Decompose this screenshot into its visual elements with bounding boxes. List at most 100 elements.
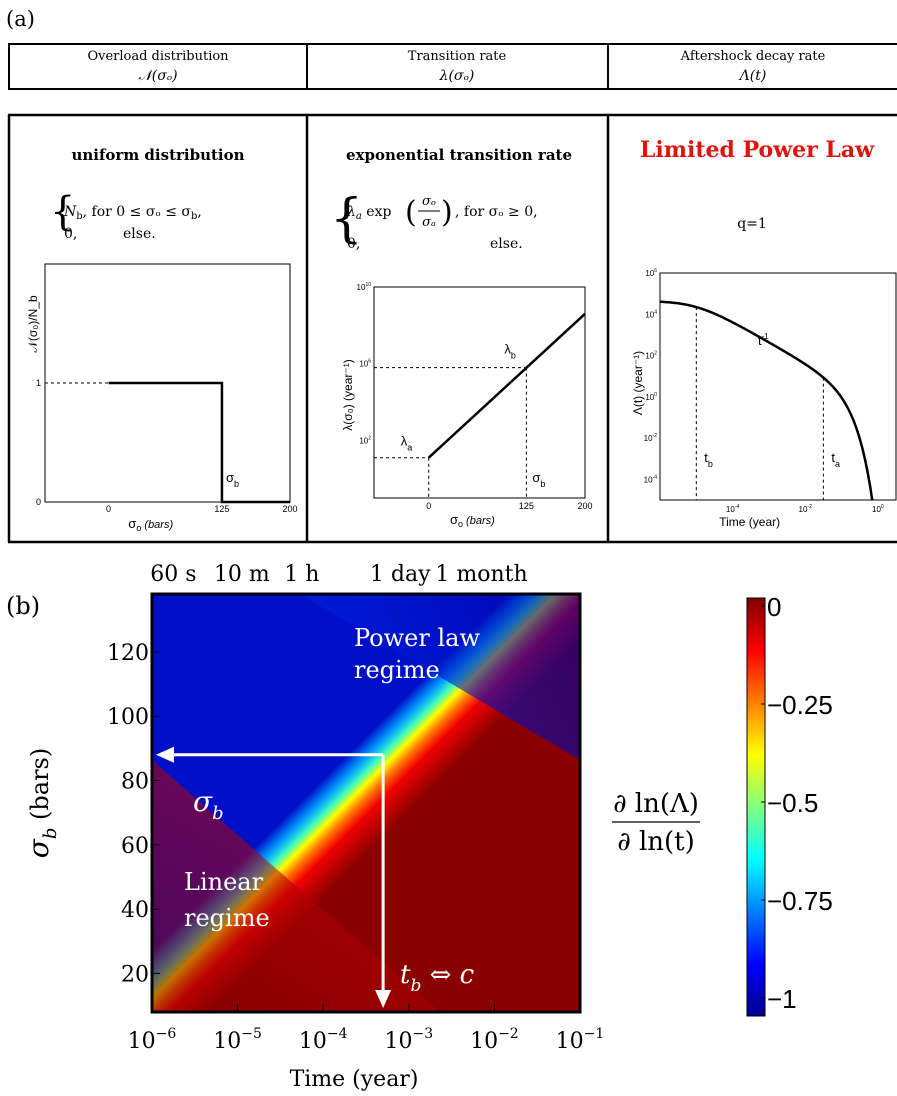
panel-b-label: (b) — [6, 592, 40, 620]
col1-eq-cond-sub: b — [191, 211, 197, 222]
header-title-aftershock: Aftershock decay rate — [680, 49, 826, 64]
plot-a3: tb ta t-1 10-4 10-2 100 10-4 10-2 100 102 104 106 Ti… — [631, 268, 897, 529]
col1-heading: uniform distribution — [71, 146, 244, 164]
header-symbol-aftershock: Λ(t) — [738, 68, 767, 84]
col2-eq-zero: 0, — [347, 236, 360, 252]
heatmap-top-tick: 10 m — [214, 562, 270, 587]
col2-heading: exponential transition rate — [346, 146, 572, 164]
tb-c-label: tb ⇔ c — [400, 960, 475, 996]
panel-a-frame — [7, 113, 897, 544]
plot-a2-ref-label: λb — [504, 342, 516, 361]
plot-a2-xtick: 0 — [426, 501, 431, 511]
col2-eq-exp: exp — [362, 204, 392, 220]
plot-a2-annot: σb — [532, 470, 545, 489]
col1-eq-n-sub: b — [76, 211, 82, 222]
plot-a1-xtick: 0 — [106, 504, 111, 514]
plot-a3-ytick: 10-2 — [644, 433, 658, 443]
col1-eq-else: else. — [123, 226, 156, 242]
col3-sub: q=1 — [737, 216, 767, 232]
colorbar-tick: 0 — [767, 592, 781, 622]
heatmap-ytick: 120 — [107, 641, 149, 666]
heatmap — [150, 592, 582, 1014]
linear-label-1: Linear — [184, 868, 264, 896]
header-title-transition: Transition rate — [408, 49, 507, 64]
heatmap-top-tick: 1 h — [284, 562, 319, 587]
heatmap-axes: 10−6 10−5 10−4 10−3 10−2 10−1 20 40 60 80 100 120 60… — [22, 562, 604, 1092]
plot-a1-annot: σb — [226, 470, 239, 489]
colorbar-tick: −0.5 — [767, 788, 818, 818]
col1-equation: { Nb, for 0 ≤ σₒ ≤ σb, 0, else. — [50, 189, 202, 242]
svg-text:{: { — [330, 189, 363, 249]
plot-a1-line — [108, 381, 290, 504]
plot-a3-mark-label: tb — [704, 450, 713, 469]
heatmap-frame — [150, 592, 582, 1014]
svg-text:(: ( — [405, 195, 417, 230]
plot-a3-ytick: 102 — [645, 351, 657, 361]
col2-eq-lambda: λ — [346, 204, 356, 220]
colorbar-label-den: ∂ ln(t) — [617, 827, 695, 857]
colorbar-tick: −0.75 — [767, 886, 833, 916]
power-law-label-2: regime — [354, 656, 440, 684]
svg-text:Nb, for 0 ≤ σₒ ≤ σb,: Nb, for 0 ≤ σₒ ≤ σb, — [63, 204, 202, 222]
heatmap-top-tick: 1 day — [370, 562, 431, 587]
time-arrow-head — [375, 990, 392, 1008]
col1-eq-zero: 0, — [64, 226, 77, 242]
sigma-arrows: σb tb ⇔ c — [156, 746, 475, 1008]
plot-a1-xtick: 125 — [214, 504, 229, 514]
svg-text:λa exp: λa exp — [346, 204, 391, 222]
plot-a3-ytick: 104 — [645, 309, 657, 319]
plot-a3-curve — [659, 300, 874, 501]
heatmap-ytick: 100 — [107, 705, 149, 730]
colorbar-label-num: ∂ ln(Λ) — [613, 789, 699, 819]
plot-a3-ytick: 106 — [645, 268, 657, 278]
col2-eq-lambda-sub: a — [356, 211, 362, 222]
plot-a1-ytick: 1 — [36, 378, 41, 388]
heatmap-ytick: 80 — [121, 769, 149, 794]
col2-eq-frac-den: σₐ — [422, 215, 436, 230]
header-symbol-transition: λ(σₒ) — [439, 68, 475, 84]
heatmap-xtick: 10−6 — [128, 1026, 177, 1054]
header-symbol-overload: 𝒩(σₒ) — [138, 68, 177, 84]
heatmap-ytick: 20 — [121, 962, 149, 987]
plot-a3-mark-label: ta — [831, 450, 840, 469]
heatmap-xtick: 10−1 — [556, 1026, 605, 1054]
plot-a3-xtick: 10-4 — [726, 504, 740, 514]
plot-a3-xtick: 10-2 — [799, 504, 813, 514]
heatmap-xtick: 10−3 — [384, 1026, 433, 1054]
col3-heading: Limited Power Law — [640, 137, 875, 163]
colorbar-label: ∂ ln(Λ) ∂ ln(t) — [612, 789, 700, 857]
colorbar — [746, 597, 766, 1017]
header-title-overload: Overload distribution — [87, 49, 229, 64]
heatmap-top-tick: 1 month — [435, 562, 527, 587]
col2-eq-cond: , for σₒ ≥ 0, — [455, 204, 538, 220]
heatmap-xtick: 10−4 — [299, 1026, 348, 1054]
col1-eq-n: N — [63, 204, 77, 220]
plot-a3-ytick: 100 — [645, 392, 657, 402]
header-table: Overload distribution 𝒩(σₒ) Transition r… — [8, 43, 897, 90]
heatmap-ytick: 40 — [121, 898, 149, 923]
plot-a1-xtick: 200 — [282, 504, 297, 514]
sigma-arrow-head — [156, 746, 174, 763]
plot-a2-line — [427, 312, 586, 459]
plot-a3-slope: t-1 — [758, 332, 769, 348]
plot-a3-ylabel: Λ(t) (year⁻¹) — [631, 351, 645, 415]
colorbar-gradient — [746, 597, 766, 1017]
power-law-label-1: Power law — [354, 624, 480, 652]
col1-eq-cond: , for 0 ≤ σₒ ≤ σ — [83, 204, 192, 220]
plot-a2-ylabel: λ(σ₀) (year⁻¹) — [341, 359, 355, 430]
col1-eq-comma: , — [197, 204, 201, 220]
panel-a-label: (a) — [6, 7, 35, 31]
colorbar-ticks: 0 −0.25 −0.5 −0.75 −1 — [761, 592, 833, 1014]
svg-text:): ) — [441, 195, 453, 230]
plot-a2-ytick: 106 — [359, 359, 371, 369]
plot-a2-xtick: 200 — [577, 501, 592, 511]
heatmap-xtick: 10−2 — [470, 1026, 519, 1054]
linear-label-2: regime — [184, 904, 270, 932]
heatmap-labels: Power law regime Linear regime — [184, 624, 480, 932]
plot-a1: 0 125 200 0 1 σo (bars) 𝒩(σ₀)/N_b σb — [26, 263, 298, 533]
heatmap-top-tick: 60 s — [150, 562, 196, 587]
plot-a3-xtick: 100 — [872, 504, 884, 514]
heatmap-xlabel: Time (year) — [290, 1067, 419, 1092]
col2-eq-frac-num: σₒ — [422, 194, 436, 209]
